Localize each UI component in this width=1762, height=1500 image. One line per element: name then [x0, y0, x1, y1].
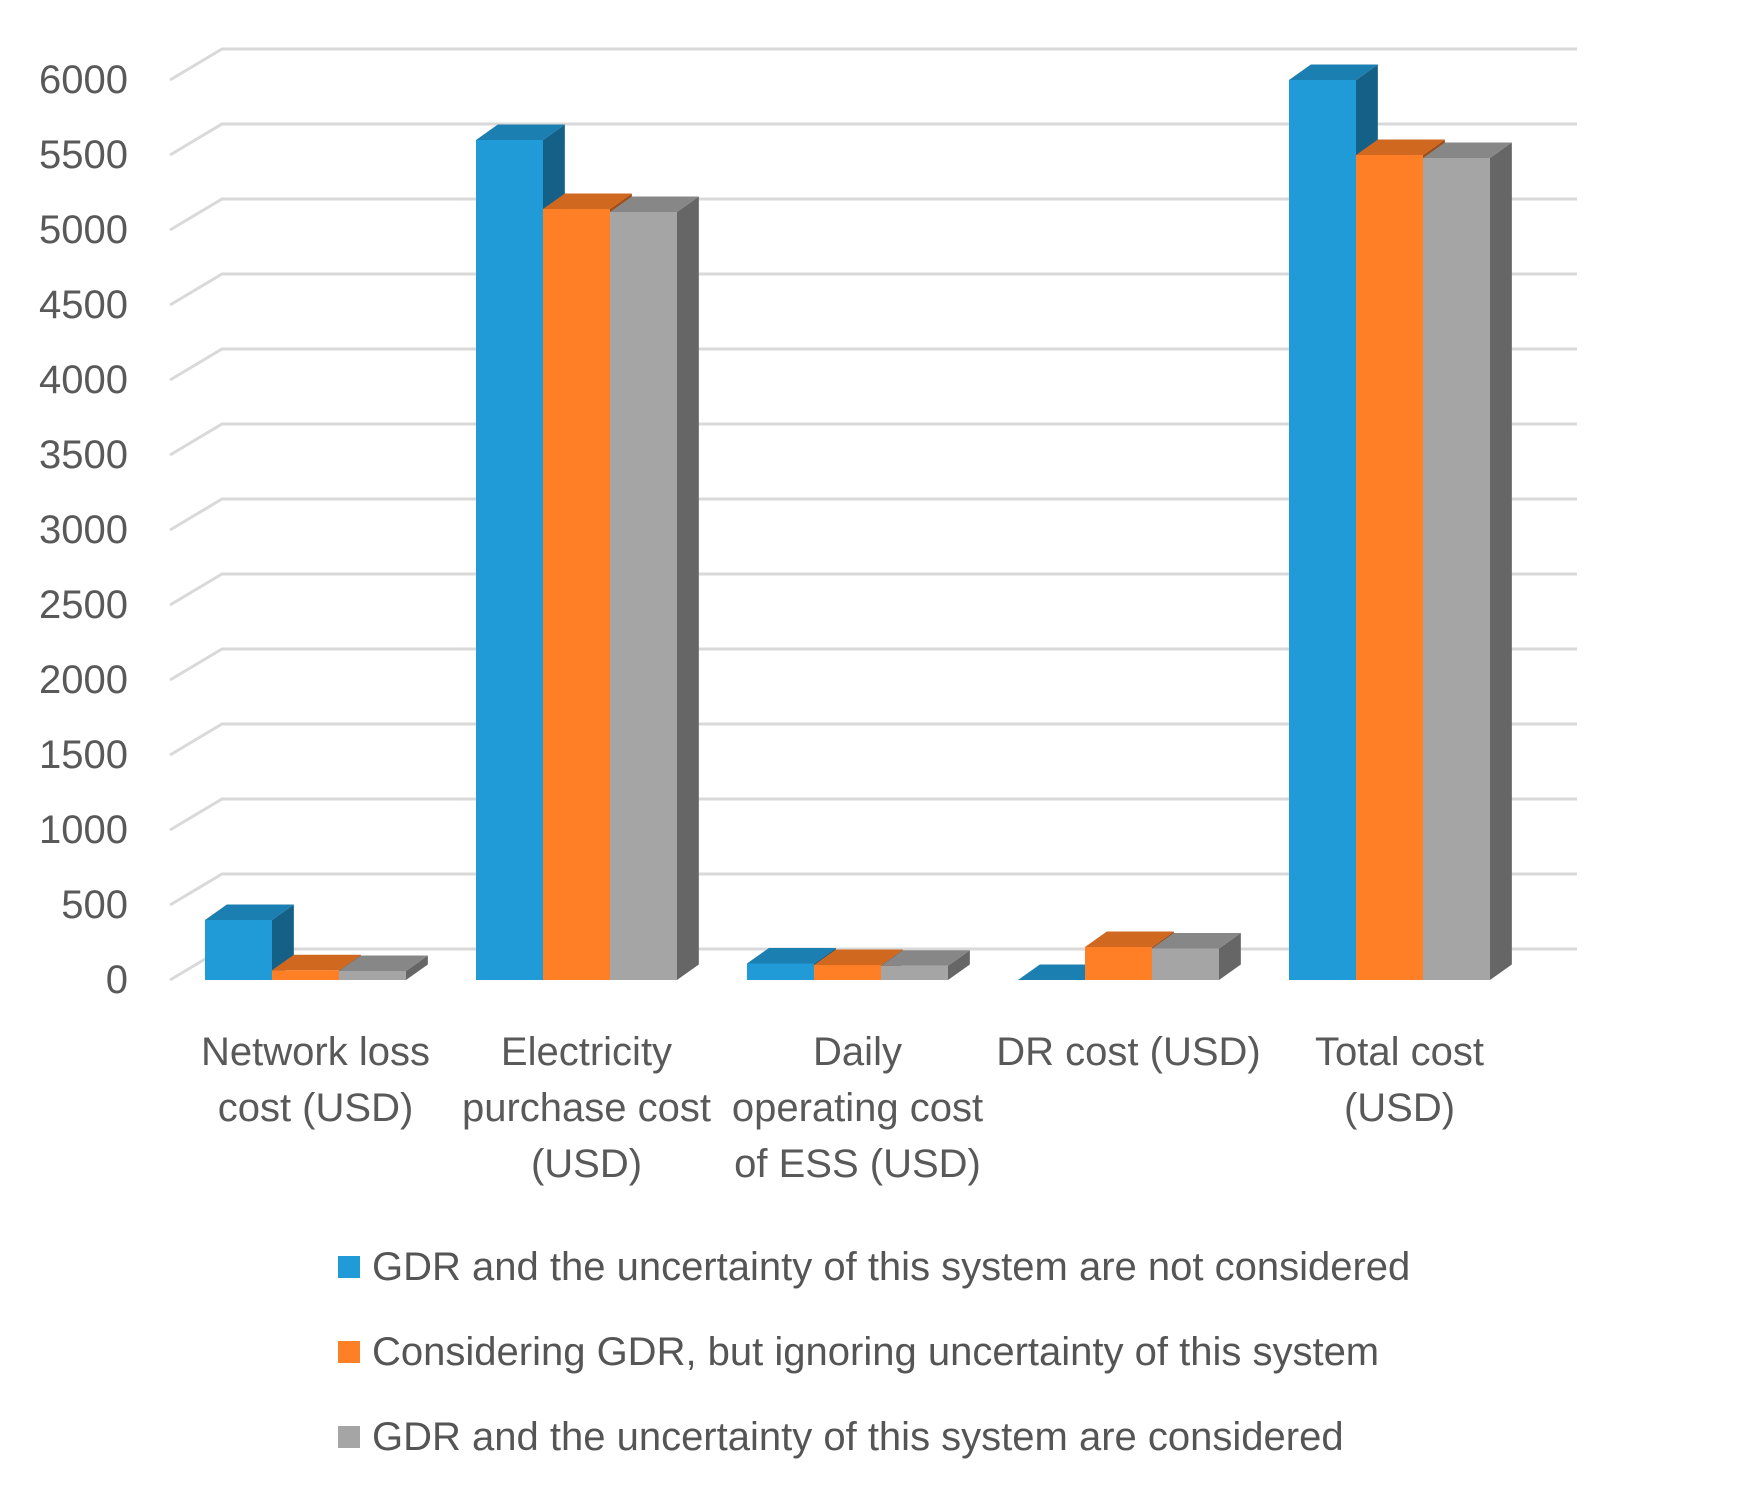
bar-top-s3-c1 — [339, 955, 428, 971]
gridline-2500 — [169, 572, 1577, 607]
bar-s2-c4 — [1085, 947, 1152, 980]
bar-top-s2-c4 — [1085, 931, 1174, 947]
y-tick-label: 5000 — [39, 208, 128, 252]
x-tick-label: Daily — [813, 1030, 902, 1074]
legend-item-series-2[interactable]: Considering GDR, but ignoring uncertaint… — [338, 1330, 1410, 1374]
x-tick-label: Network loss — [201, 1030, 430, 1074]
bar-top-s3-c3 — [881, 950, 970, 966]
bar-side-s3-c4 — [1219, 933, 1241, 980]
x-tick-label: of ESS (USD) — [734, 1142, 981, 1186]
gridline-3500 — [169, 422, 1577, 457]
gridline-5500 — [169, 122, 1577, 157]
y-tick-label: 1000 — [39, 808, 128, 852]
bar-side-s3-c1 — [406, 955, 428, 980]
y-tick-label: 2500 — [39, 583, 128, 627]
bar-top-s3-c5 — [1423, 142, 1512, 158]
gridline-4000 — [169, 347, 1577, 382]
legend-swatch-series-3 — [338, 1426, 360, 1448]
bar-s2-c5 — [1356, 155, 1423, 980]
y-tick-label: 4500 — [39, 283, 128, 327]
y-tick-label: 5500 — [39, 133, 128, 177]
bar-s3-c4 — [1152, 948, 1219, 980]
bar-s2-c3 — [814, 965, 881, 980]
y-tick-label: 1500 — [39, 733, 128, 777]
x-tick-label: cost (USD) — [218, 1086, 414, 1130]
legend-label-series-2: Considering GDR, but ignoring uncertaint… — [372, 1329, 1380, 1374]
x-tick-label: Electricity — [501, 1030, 672, 1074]
legend-swatch-series-2 — [338, 1341, 360, 1363]
legend-label-series-1: GDR and the uncertainty of this system a… — [372, 1244, 1411, 1289]
bar-s3-c1 — [339, 971, 406, 980]
legend-label-series-3: GDR and the uncertainty of this system a… — [372, 1414, 1344, 1459]
gridline-1000 — [169, 797, 1577, 832]
bar-s3-c2 — [610, 212, 677, 980]
bar-s1-c1 — [205, 920, 272, 980]
bar-s3-c3 — [881, 965, 948, 980]
bar-side-s3-c2 — [677, 196, 699, 980]
bar-top-s1-c2 — [476, 124, 565, 140]
bar-s2-c1 — [272, 970, 339, 980]
y-tick-label: 4000 — [39, 358, 128, 402]
x-tick-label: purchase cost — [462, 1086, 711, 1130]
legend-item-series-3[interactable]: GDR and the uncertainty of this system a… — [338, 1415, 1410, 1459]
y-tick-label: 500 — [61, 883, 128, 927]
y-tick-label: 2000 — [39, 658, 128, 702]
x-tick-label: operating cost — [732, 1086, 983, 1130]
bar-s1-c3 — [747, 963, 814, 980]
y-tick-label: 0 — [106, 958, 128, 1002]
bar-top-s3-c4 — [1152, 933, 1241, 949]
gridline-3000 — [169, 497, 1577, 532]
gridline-500 — [169, 872, 1577, 907]
legend: GDR and the uncertainty of this system a… — [338, 1245, 1410, 1500]
bar-s1-c5 — [1289, 80, 1356, 980]
gridline-5000 — [169, 197, 1577, 232]
bar-top-s1-c1 — [205, 904, 294, 920]
bar-s2-c2 — [543, 209, 610, 980]
bar-top-s2-c1 — [272, 954, 361, 971]
gridline-6000 — [169, 47, 1577, 82]
bar-top-s1-c4 — [1018, 964, 1107, 980]
bar-top-s1-c3 — [747, 948, 836, 964]
bar-top-s3-c2 — [610, 196, 699, 212]
gridline-4500 — [169, 272, 1577, 307]
y-tick-label: 6000 — [39, 58, 128, 102]
bar-s3-c5 — [1423, 158, 1490, 980]
x-tick-label: (USD) — [1344, 1086, 1455, 1130]
x-tick-label: DR cost (USD) — [996, 1030, 1260, 1074]
bar-top-s2-c3 — [814, 949, 903, 965]
bar-side-s3-c3 — [948, 950, 970, 980]
x-tick-label: (USD) — [531, 1142, 642, 1186]
legend-swatch-series-1 — [338, 1256, 360, 1278]
legend-item-series-1[interactable]: GDR and the uncertainty of this system a… — [338, 1245, 1410, 1289]
y-tick-label: 3000 — [39, 508, 128, 552]
bar-top-s2-c2 — [543, 193, 632, 209]
x-tick-label: Total cost — [1315, 1030, 1484, 1074]
bar-top-s2-c5 — [1356, 139, 1445, 155]
gridline-1500 — [169, 722, 1577, 757]
bar-s1-c2 — [476, 140, 543, 980]
gridline-2000 — [169, 647, 1577, 682]
y-tick-label: 3500 — [39, 433, 128, 477]
bar-top-s1-c5 — [1289, 64, 1378, 80]
bar-side-s3-c5 — [1490, 142, 1512, 980]
